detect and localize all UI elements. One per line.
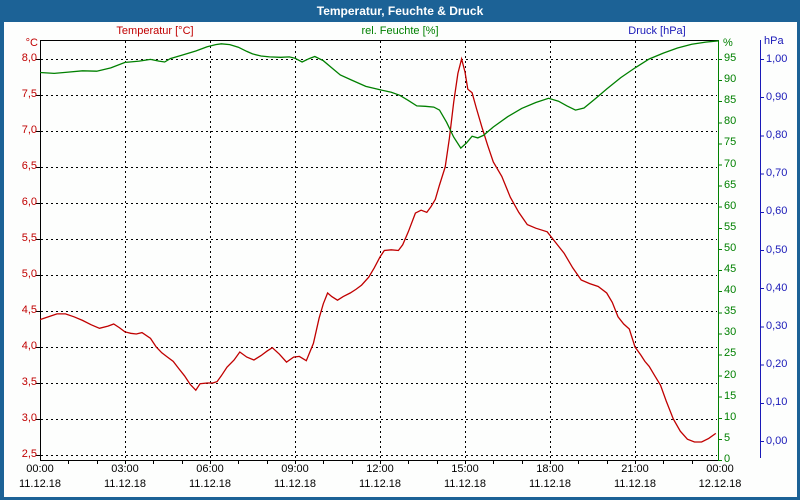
humidity-tick-label: 10 [724, 410, 737, 423]
time-tick-label: 09:00 [281, 463, 309, 475]
temperature-tick-label: 6,5 [21, 160, 37, 172]
pressure-tick-label: 0,00 [766, 434, 788, 447]
date-tick-label: 11.12.18 [188, 478, 231, 490]
time-tick-label: 15:00 [451, 463, 479, 475]
temperature-tick-label: 3,0 [21, 412, 37, 424]
chart-background [4, 22, 797, 497]
time-tick-label: 00:00 [26, 463, 54, 475]
humidity-tick-label: 55 [724, 220, 737, 233]
temperature-tick-label: 4,5 [21, 304, 37, 316]
humidity-axis-unit: % [723, 37, 733, 49]
date-tick-label: 11.12.18 [528, 478, 571, 490]
pressure-tick-label: 0,20 [766, 358, 788, 371]
humidity-tick-label: 40 [724, 284, 737, 297]
humidity-tick-label: 70 [724, 157, 737, 170]
date-tick-label: 11.12.18 [273, 478, 316, 490]
legend-temperature-label: Temperatur [°C] [116, 25, 194, 37]
time-tick-label: 21:00 [621, 463, 649, 475]
pressure-tick-label: 0,40 [766, 281, 788, 294]
humidity-tick-label: 25 [724, 347, 737, 360]
time-tick-label: 06:00 [196, 463, 224, 475]
pressure-tick-label: 1,00 [766, 52, 788, 65]
humidity-tick-label: 90 [724, 73, 737, 86]
time-tick-label: 00:00 [706, 463, 734, 475]
humidity-tick-label: 75 [724, 136, 737, 149]
humidity-tick-label: 80 [724, 115, 737, 128]
humidity-tick-label: 0 [724, 452, 731, 465]
pressure-tick-label: 0,70 [766, 167, 788, 180]
humidity-tick-label: 50 [724, 241, 737, 254]
pressure-axis-unit: hPa [764, 35, 784, 47]
humidity-tick-label: 65 [724, 178, 737, 191]
humidity-tick-label: 30 [724, 326, 737, 339]
time-tick-label: 18:00 [536, 463, 564, 475]
date-tick-label: 11.12.18 [358, 478, 401, 490]
date-tick-label: 12.12.18 [698, 478, 742, 490]
date-tick-label: 11.12.18 [613, 478, 656, 490]
window-title: Temperatur, Feuchte & Druck [316, 4, 484, 18]
humidity-tick-label: 20 [724, 368, 737, 381]
date-tick-label: 11.12.18 [103, 478, 146, 490]
temperature-tick-label: 8,0 [21, 52, 37, 64]
pressure-tick-label: 0,10 [766, 396, 788, 409]
humidity-tick-label: 60 [724, 199, 737, 212]
temperature-tick-label: 2,5 [21, 448, 37, 460]
pressure-tick-label: 0,90 [766, 90, 788, 103]
pressure-tick-label: 0,60 [766, 205, 788, 218]
pressure-tick-label: 0,80 [766, 128, 788, 141]
temperature-tick-label: 5,5 [21, 232, 37, 244]
pressure-tick-label: 0,50 [766, 243, 788, 256]
temperature-tick-label: 6,0 [21, 196, 37, 208]
series-temperature [39, 56, 717, 443]
temperature-tick-label: 3,5 [21, 376, 37, 388]
humidity-tick-label: 95 [724, 52, 737, 64]
time-tick-label: 03:00 [111, 463, 139, 475]
date-tick-label: 11.12.18 [18, 478, 61, 490]
humidity-tick-label: 45 [724, 263, 737, 276]
temperature-tick-label: 7,0 [21, 124, 37, 136]
temperature-axis-unit: °C [25, 37, 38, 49]
legend-humidity-label: rel. Feuchte [%] [361, 25, 439, 37]
temperature-tick-label: 5,0 [21, 268, 37, 280]
time-tick-label: 12:00 [366, 463, 394, 475]
humidity-tick-label: 15 [724, 389, 737, 402]
temperature-tick-label: 7,5 [21, 88, 37, 100]
legend-pressure-label: Druck [hPa] [628, 25, 686, 37]
pressure-tick-label: 0,30 [766, 319, 788, 332]
humidity-tick-label: 5 [724, 431, 731, 444]
series-humidity [39, 40, 719, 150]
temperature-tick-label: 4,0 [21, 340, 37, 352]
date-tick-label: 11.12.18 [443, 478, 486, 490]
title-bar: Temperatur, Feuchte & Druck [0, 0, 800, 22]
humidity-tick-label: 35 [724, 305, 737, 318]
humidity-tick-label: 85 [724, 94, 737, 107]
